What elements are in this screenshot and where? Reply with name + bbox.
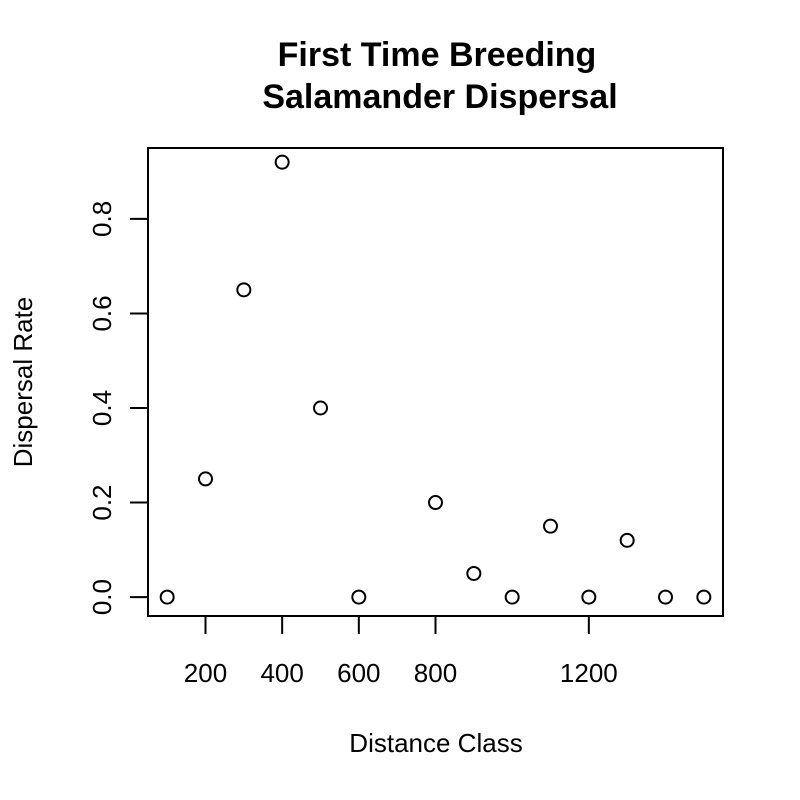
x-tick-label: 1200 [560, 658, 618, 688]
data-point [313, 400, 328, 416]
y-tick-label: 0.0 [87, 579, 117, 615]
data-point [543, 518, 558, 534]
data-point [619, 532, 635, 548]
data-point [581, 589, 597, 605]
x-tick-label: 600 [337, 658, 380, 688]
y-tick-label: 0.6 [87, 295, 117, 331]
data-points [159, 154, 712, 605]
data-point [159, 589, 175, 605]
data-point [274, 154, 290, 170]
data-point [351, 589, 367, 605]
y-tick-label: 0.2 [87, 484, 117, 520]
data-point [236, 282, 252, 298]
data-point [198, 471, 213, 487]
chart-title-line1: First Time Breeding [278, 36, 597, 74]
x-axis: 200 400 600 800 1200 [184, 616, 618, 688]
data-point [696, 589, 712, 605]
y-tick-label: 0.4 [87, 390, 117, 426]
x-tick-label: 800 [414, 658, 457, 688]
chart-title-line2: Salamander Dispersal [262, 78, 617, 116]
data-point [466, 565, 482, 581]
x-axis-label: Distance Class [349, 728, 522, 758]
y-axis-label: Dispersal Rate [8, 297, 38, 468]
data-point [504, 589, 520, 605]
data-point [428, 495, 443, 511]
x-tick-label: 400 [260, 658, 303, 688]
y-axis: 0.0 0.2 0.4 0.6 0.8 [87, 201, 148, 615]
data-point [658, 589, 673, 605]
y-tick-label: 0.8 [87, 201, 117, 237]
x-tick-label: 200 [184, 658, 227, 688]
plot-frame [147, 147, 724, 617]
